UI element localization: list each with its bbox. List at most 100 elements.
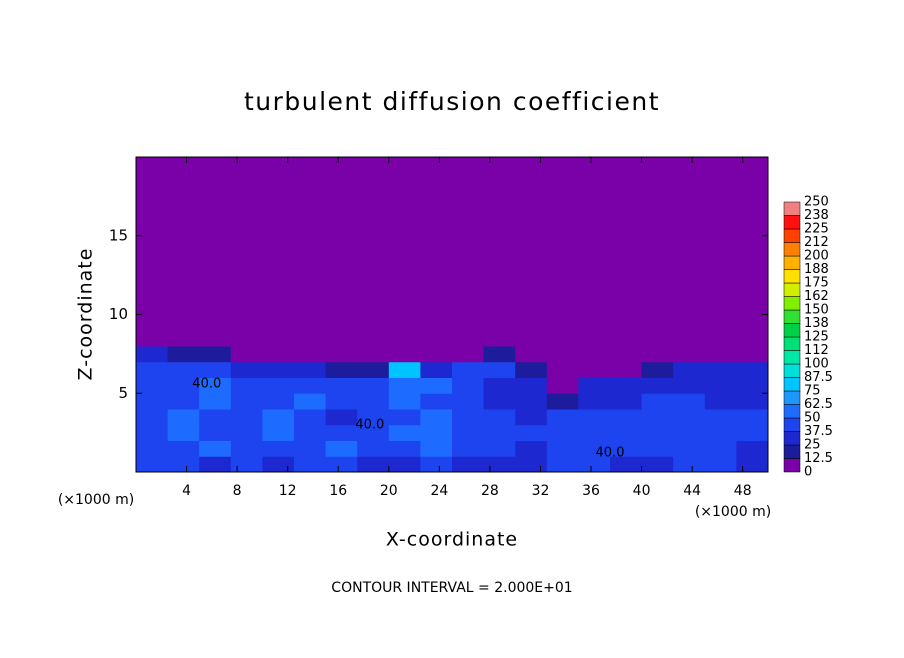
- heatmap-cell: [452, 346, 485, 363]
- heatmap-cell: [704, 440, 737, 457]
- heatmap-cell: [641, 456, 674, 473]
- heatmap-cell: [515, 424, 548, 441]
- colorbar-label: 225: [804, 222, 829, 237]
- heatmap-cell: [452, 361, 485, 378]
- footer-note: CONTOUR INTERVAL = 2.000E+01: [331, 580, 572, 596]
- heatmap-cell: [452, 456, 485, 473]
- heatmap-cell: [294, 377, 327, 394]
- colorbar-label: 0: [804, 465, 812, 480]
- heatmap-cell: [167, 346, 200, 363]
- x-tick-label: 36: [582, 483, 600, 499]
- heatmap-cell: [388, 361, 421, 378]
- colorbar-label: 250: [804, 195, 829, 210]
- heatmap-cell: [262, 346, 295, 363]
- heatmap-cell: [515, 409, 548, 426]
- heatmap-cell: [420, 157, 453, 347]
- heatmap-cell: [452, 377, 485, 394]
- heatmap-cell: [610, 393, 643, 410]
- heatmap-cell: [420, 424, 453, 441]
- heatmap-cell: [294, 409, 327, 426]
- heatmap-cell: [483, 440, 516, 457]
- colorbar-label: 62.5: [804, 397, 833, 412]
- heatmap-cell: [704, 456, 737, 473]
- x-tick-label: 16: [329, 483, 347, 499]
- heatmap-cell: [230, 361, 263, 378]
- heatmap-cell: [199, 393, 232, 410]
- colorbar-box: [783, 336, 801, 351]
- heatmap-cell: [610, 377, 643, 394]
- heatmap-cell: [704, 393, 737, 410]
- heatmap-cell: [673, 456, 706, 473]
- heatmap-cell: [610, 440, 643, 457]
- heatmap-cell: [641, 393, 674, 410]
- heatmap-cell: [357, 377, 390, 394]
- colorbar-label: 12.5: [804, 451, 833, 466]
- heatmap-cell: [167, 377, 200, 394]
- heatmap-cell: [136, 409, 169, 426]
- heatmap-cell: [294, 424, 327, 441]
- colorbar-label: 200: [804, 249, 829, 264]
- heatmap-cell: [325, 361, 358, 378]
- contour-label: 40.0: [355, 417, 384, 432]
- heatmap-cell: [325, 157, 358, 347]
- heatmap-cell: [641, 361, 674, 378]
- heatmap-cell: [199, 361, 232, 378]
- heatmap-cell: [578, 346, 611, 363]
- heatmap-cell: [546, 157, 579, 347]
- heatmap-cell: [546, 440, 579, 457]
- heatmap-cell: [641, 157, 674, 347]
- heatmap-cell: [673, 346, 706, 363]
- heatmap-cell: [325, 424, 358, 441]
- colorbar-box: [783, 323, 801, 338]
- heatmap-cell: [325, 409, 358, 426]
- colorbar-label: 25: [804, 438, 821, 453]
- heatmap-cell: [388, 377, 421, 394]
- heatmap-cell: [736, 377, 769, 394]
- heatmap-cell: [167, 393, 200, 410]
- heatmap-cell: [736, 346, 769, 363]
- heatmap-cell: [483, 361, 516, 378]
- heatmap-cell: [704, 377, 737, 394]
- colorbar-label: 125: [804, 330, 829, 345]
- heatmap-cell: [420, 456, 453, 473]
- heatmap-cell: [641, 377, 674, 394]
- heatmap-cell: [325, 346, 358, 363]
- heatmap-cell: [704, 409, 737, 426]
- heatmap-cell: [230, 424, 263, 441]
- colorbar-box: [783, 228, 801, 243]
- heatmap-cell: [136, 456, 169, 473]
- heatmap-cell: [420, 346, 453, 363]
- x-unit-label: (×1000 m): [58, 492, 134, 508]
- heatmap-cell: [136, 157, 169, 347]
- heatmap-cell: [199, 424, 232, 441]
- colorbar-label: 238: [804, 208, 829, 223]
- heatmap-cell: [262, 377, 295, 394]
- colorbar-box: [783, 282, 801, 297]
- contour-label: 40.0: [192, 376, 221, 391]
- heatmap-cell: [704, 424, 737, 441]
- heatmap-cell: [483, 157, 516, 347]
- heatmap-cell: [546, 346, 579, 363]
- heatmap-cell: [578, 424, 611, 441]
- heatmap-cell: [136, 424, 169, 441]
- heatmap-cell: [452, 157, 485, 347]
- heatmap-cell: [388, 424, 421, 441]
- heatmap-cell: [704, 361, 737, 378]
- heatmap-cell: [578, 409, 611, 426]
- heatmap-cell: [452, 393, 485, 410]
- heatmap-cell: [262, 424, 295, 441]
- colorbar-box: [783, 404, 801, 419]
- colorbar-box: [783, 296, 801, 311]
- heatmap-cell: [167, 157, 200, 347]
- heatmap-cell: [262, 361, 295, 378]
- heatmap-cell: [230, 377, 263, 394]
- colorbar-label: 138: [804, 316, 829, 331]
- heatmap-cell: [673, 361, 706, 378]
- heatmap-cell: [420, 440, 453, 457]
- heatmap-cell: [736, 157, 769, 347]
- heatmap-cell: [736, 393, 769, 410]
- heatmap-cell: [388, 409, 421, 426]
- colorbar-box: [783, 377, 801, 392]
- heatmap-cell: [673, 440, 706, 457]
- colorbar-label: 162: [804, 289, 829, 304]
